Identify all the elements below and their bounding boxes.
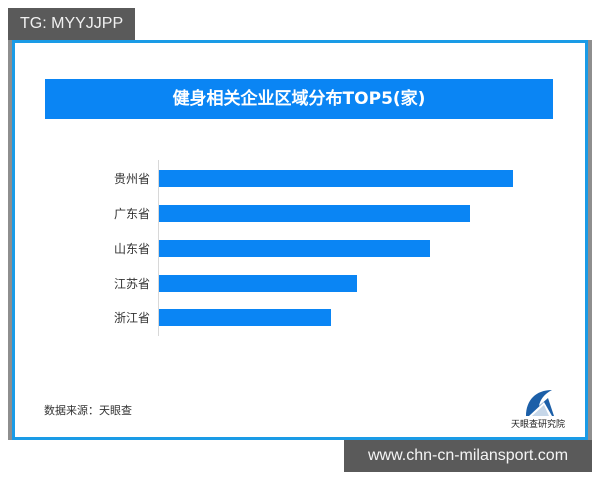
bar bbox=[159, 205, 470, 222]
tianyancha-logo-icon bbox=[526, 390, 554, 416]
left-gray-strip bbox=[8, 40, 14, 440]
data-source: 数据来源：天眼查 bbox=[44, 404, 132, 417]
bar bbox=[159, 170, 513, 187]
tag-label: TG: MYYJJPP bbox=[8, 8, 136, 40]
watermark-url: www.chn-cn-milansport.com bbox=[344, 440, 592, 472]
category-label: 广东省 bbox=[113, 207, 150, 221]
bar bbox=[159, 240, 430, 257]
right-gray-strip bbox=[586, 40, 592, 440]
chart-title: 健身相关企业区域分布TOP5(家) bbox=[45, 79, 553, 119]
category-label: 山东省 bbox=[113, 242, 150, 256]
logo: 天眼查研究院 bbox=[496, 386, 580, 432]
bar bbox=[159, 309, 331, 326]
logo-text: 天眼查研究院 bbox=[510, 420, 565, 430]
category-label: 江苏省 bbox=[113, 277, 150, 291]
category-label: 贵州省 bbox=[113, 172, 150, 186]
y-axis-line bbox=[158, 160, 159, 336]
category-label: 浙江省 bbox=[113, 311, 150, 325]
bar bbox=[159, 275, 357, 292]
